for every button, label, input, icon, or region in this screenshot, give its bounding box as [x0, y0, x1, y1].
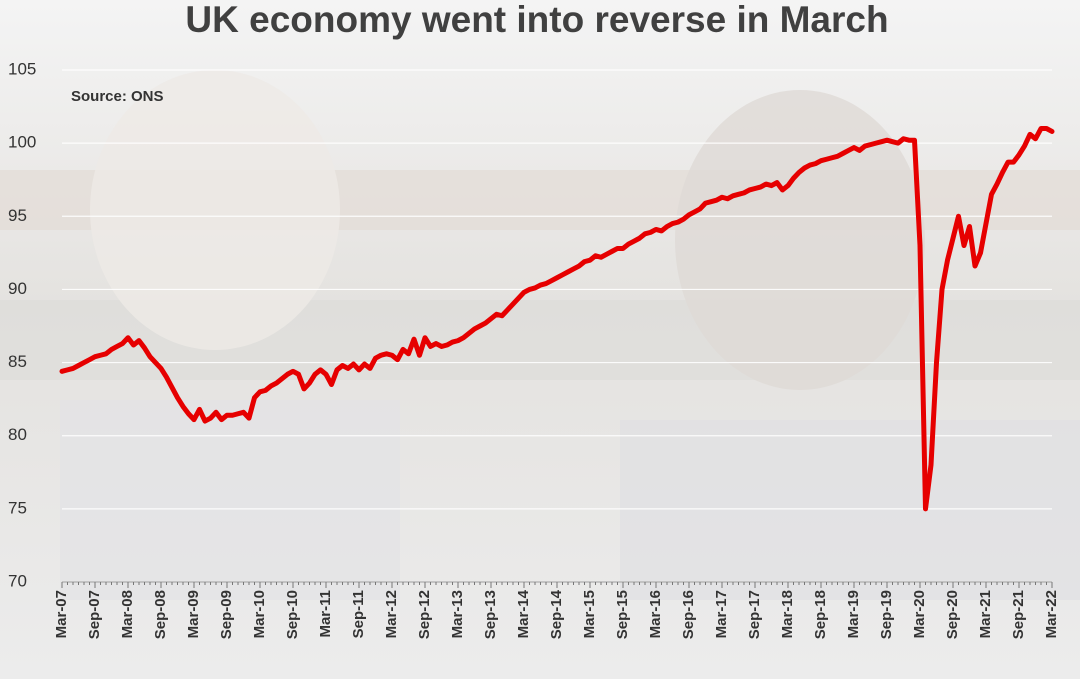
x-tick-label: Mar-17	[713, 590, 730, 638]
x-tick-label: Mar-10	[251, 590, 268, 638]
x-tick-label: Sep-11	[350, 590, 367, 638]
x-tick-label: Sep-12	[416, 590, 433, 639]
x-tick-label: Sep-18	[812, 590, 829, 639]
x-tick-label: Sep-13	[482, 590, 499, 639]
background-figure	[90, 70, 340, 350]
y-tick-label: 95	[8, 206, 27, 225]
y-tick-label: 70	[8, 571, 27, 590]
x-tick-label: Mar-19	[845, 590, 862, 638]
x-tick-label: Mar-22	[1043, 590, 1060, 638]
x-tick-label: Sep-17	[746, 590, 763, 639]
x-tick-label: Sep-16	[680, 590, 697, 639]
y-tick-label: 105	[8, 59, 36, 78]
x-tick-label: Mar-14	[515, 589, 532, 638]
x-tick-label: Mar-13	[449, 590, 466, 638]
chart-title: UK economy went into reverse in March	[185, 0, 888, 40]
y-tick-label: 100	[8, 133, 36, 152]
x-tick-label: Mar-08	[119, 590, 136, 638]
x-tick-label: Sep-08	[152, 590, 169, 639]
y-tick-label: 85	[8, 352, 27, 371]
data-line	[59, 126, 1055, 512]
x-tick-label: Mar-21	[977, 590, 994, 638]
x-tick-label: Mar-20	[911, 590, 928, 638]
x-tick-label: Mar-12	[383, 590, 400, 638]
y-tick-label: 80	[8, 425, 27, 444]
x-tick-label: Sep-15	[614, 590, 631, 639]
x-tick-label: Mar-15	[581, 590, 598, 638]
background-suit	[60, 400, 400, 600]
x-tick-label: Sep-10	[284, 590, 301, 639]
x-tick-label: Sep-14	[548, 589, 565, 639]
x-tick-label: Mar-16	[647, 590, 664, 638]
background-suit	[620, 420, 1080, 600]
y-tick-label: 90	[8, 279, 27, 298]
x-tick-label: Mar-11	[317, 590, 334, 638]
x-tick-label: Sep-20	[944, 590, 961, 639]
x-tick-label: Sep-21	[1010, 590, 1027, 639]
x-tick-label: Sep-09	[218, 590, 235, 639]
y-tick-label: 75	[8, 498, 27, 517]
x-tick-label: Sep-07	[86, 590, 103, 639]
source-note: Source: ONS	[71, 88, 164, 105]
background-figure	[675, 90, 925, 390]
x-tick-label: Mar-09	[185, 590, 202, 638]
x-tick-label: Mar-07	[53, 590, 70, 638]
x-tick-label: Sep-19	[878, 590, 895, 639]
x-tick-label: Mar-18	[779, 590, 796, 638]
